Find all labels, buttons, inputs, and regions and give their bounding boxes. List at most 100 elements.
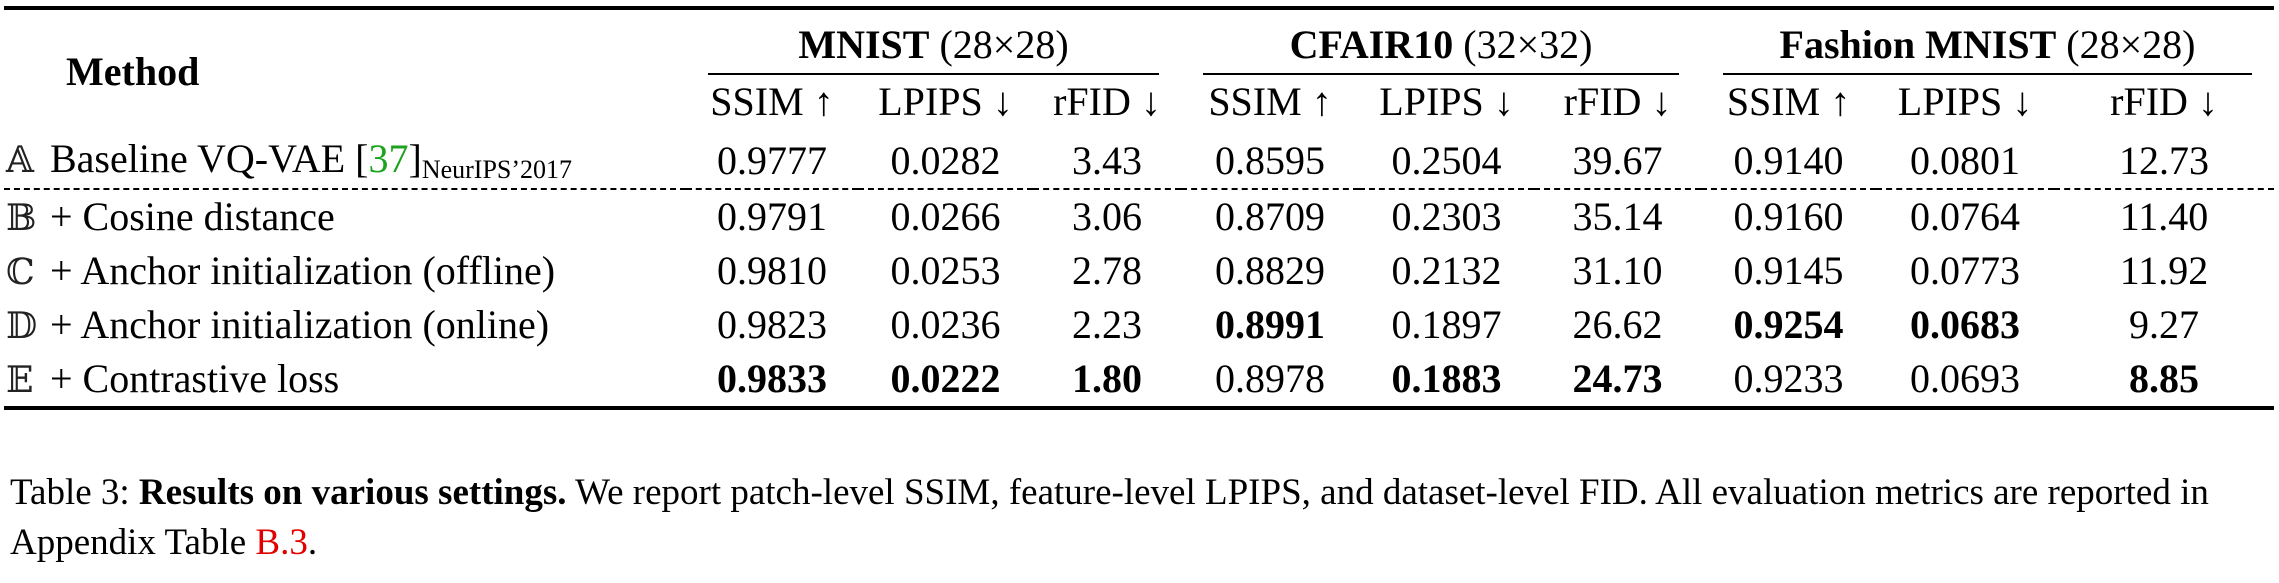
metric-header-rfid: rFID ↓	[1053, 79, 1161, 124]
metric-value-cell: 24.73	[1534, 352, 1702, 410]
table-row: 𝔻 + Anchor initialization (online) 0.9823 0…	[4, 298, 2274, 352]
method-cell: 𝔹 + Cosine distance	[4, 189, 686, 244]
metric-value-cell: 0.0222	[858, 352, 1033, 410]
group-header-fashion-mnist: Fashion MNIST (28×28)	[1701, 6, 2275, 80]
metric-value-cell: 9.27	[2129, 302, 2200, 347]
citation-bracket: ]	[408, 136, 422, 181]
metric-value-cell: 0.0764	[1910, 194, 2021, 239]
metric-value-cell: 0.9777	[686, 134, 858, 190]
table-row: 𝔸 Baseline VQ-VAE [37]NeurIPS’2017 0.9777 0…	[4, 134, 2275, 190]
metric-value-cell: 0.0801	[1876, 134, 2055, 190]
row-letter: 𝔻	[6, 306, 38, 347]
metric-value-cell: 0.0236	[890, 302, 1001, 347]
group-underline	[1203, 73, 1680, 75]
method-name: + Anchor initialization (online)	[50, 302, 550, 347]
metric-value-cell: 0.0693	[1876, 352, 2055, 410]
method-header: Method	[4, 6, 686, 134]
group-name: CFAIR10	[1289, 22, 1454, 67]
caption-end: .	[307, 522, 318, 563]
row-letter: ℂ	[6, 252, 35, 293]
table-row: 𝔹 + Cosine distance 0.9791 0.0266 3.06 0.8709…	[4, 189, 2274, 244]
group-size: (28×28)	[939, 22, 1069, 67]
citation-link[interactable]: 37	[368, 136, 409, 181]
metric-value-cell: 3.06	[1072, 194, 1142, 239]
caption-text: We report patch-level SSIM, feature-leve…	[10, 472, 2209, 563]
metric-value-cell: 35.14	[1572, 194, 1663, 239]
metric-value-cell: 0.9233	[1701, 352, 1877, 410]
table-row: 𝔼 + Contrastive loss 0.9833 0.0222 1.80 0.897…	[4, 352, 2275, 410]
method-name: + Contrastive loss	[50, 356, 340, 401]
table-row: ℂ + Anchor initialization (offline) 0.9810…	[4, 244, 2274, 298]
metric-value-cell: 0.0773	[1910, 248, 2021, 293]
group-header-mnist: MNIST (28×28)	[686, 6, 1182, 80]
method-cell: 𝔼 + Contrastive loss	[4, 352, 686, 410]
header-group-row: Method MNIST (28×28) CFAIR10 (32×32) Fas…	[4, 6, 2275, 134]
metric-value-cell: 11.92	[2119, 248, 2209, 293]
group-size: (32×32)	[1463, 22, 1593, 67]
group-size: (28×28)	[2066, 22, 2196, 67]
metric-header-rfid: rFID ↓	[1563, 79, 1672, 124]
method-cell: 𝔻 + Anchor initialization (online)	[4, 298, 686, 352]
method-name: + Cosine distance	[50, 194, 335, 239]
metric-value-cell: 1.80	[1033, 352, 1182, 410]
venue-subscript: NeurIPS’2017	[421, 155, 573, 184]
metric-header-ssim: SSIM ↑	[1726, 79, 1851, 124]
table-caption: Table 3: Results on various settings. We…	[10, 468, 2272, 568]
metric-value-cell: 0.9810	[717, 248, 827, 293]
metric-header-lpips: LPIPS ↓	[1897, 79, 2033, 124]
metric-value-cell: 0.0253	[890, 248, 1001, 293]
metric-header-lpips: LPIPS ↓	[878, 79, 1013, 124]
results-table-container: Method MNIST (28×28) CFAIR10 (32×32) Fas…	[4, 6, 2275, 410]
metric-value-cell: 0.9145	[1733, 248, 1844, 293]
metric-value-cell: 0.0266	[890, 194, 1001, 239]
metric-value-cell: 2.78	[1072, 248, 1142, 293]
header-metric-row: SSIM ↑ LPIPS ↓ rFID ↓ SSIM ↑ LPIPS ↓ rFI…	[4, 80, 2274, 134]
metric-value-cell: 0.1883	[1359, 352, 1535, 410]
metric-value-cell: 0.0683	[1910, 302, 2021, 347]
metric-value-cell: 0.8991	[1215, 302, 1326, 347]
group-underline	[1723, 73, 2253, 75]
metric-value-cell: 0.2504	[1359, 134, 1535, 190]
metric-header-ssim: SSIM ↑	[710, 79, 834, 124]
caption-title: Results on various settings.	[138, 472, 567, 513]
caption-table-ref[interactable]: B.3	[255, 522, 308, 563]
metric-value-cell: 0.2132	[1391, 248, 1502, 293]
metric-value-cell: 8.85	[2054, 352, 2275, 410]
metric-value-cell: 0.9823	[717, 302, 827, 347]
metric-value-cell: 0.9254	[1733, 302, 1844, 347]
metric-value-cell: 26.62	[1572, 302, 1663, 347]
row-letter: 𝔸	[6, 140, 34, 181]
group-underline	[708, 73, 1160, 75]
method-name: Baseline VQ-VAE [	[50, 136, 369, 181]
metric-value-cell: 0.2303	[1391, 194, 1502, 239]
metric-value-cell: 0.8829	[1215, 248, 1326, 293]
results-table: Method MNIST (28×28) CFAIR10 (32×32) Fas…	[4, 6, 2275, 410]
group-header-cfair10: CFAIR10 (32×32)	[1181, 6, 1702, 80]
metric-value-cell: 3.43	[1033, 134, 1182, 190]
method-cell: 𝔸 Baseline VQ-VAE [37]NeurIPS’2017	[4, 134, 686, 190]
metric-value-cell: 11.40	[2119, 194, 2209, 239]
caption-label: Table 3:	[10, 472, 130, 513]
metric-header-rfid: rFID ↓	[2110, 79, 2218, 124]
metric-value-cell: 0.9140	[1701, 134, 1877, 190]
metric-header-ssim: SSIM ↑	[1208, 79, 1332, 124]
method-name: + Anchor initialization (offline)	[50, 248, 556, 293]
metric-value-cell: 0.8595	[1181, 134, 1360, 190]
metric-value-cell: 2.23	[1072, 302, 1142, 347]
metric-value-cell: 0.9160	[1733, 194, 1844, 239]
metric-value-cell: 0.0282	[858, 134, 1033, 190]
metric-value-cell: 0.1897	[1391, 302, 1502, 347]
row-letter: 𝔼	[6, 360, 34, 401]
table-body: 𝔸 Baseline VQ-VAE [37]NeurIPS’2017 0.9777 0…	[4, 134, 2275, 410]
group-name: MNIST	[798, 22, 930, 67]
metric-value-cell: 12.73	[2054, 134, 2275, 190]
metric-value-cell: 39.67	[1534, 134, 1702, 190]
metric-value-cell: 31.10	[1572, 248, 1663, 293]
metric-header-lpips: LPIPS ↓	[1379, 79, 1514, 124]
group-name: Fashion MNIST	[1779, 22, 2057, 67]
metric-value-cell: 0.8978	[1181, 352, 1360, 410]
method-cell: ℂ + Anchor initialization (offline)	[4, 244, 686, 298]
metric-value-cell: 0.8709	[1215, 194, 1326, 239]
metric-value-cell: 0.9791	[717, 194, 827, 239]
metric-value-cell: 0.9833	[686, 352, 858, 410]
